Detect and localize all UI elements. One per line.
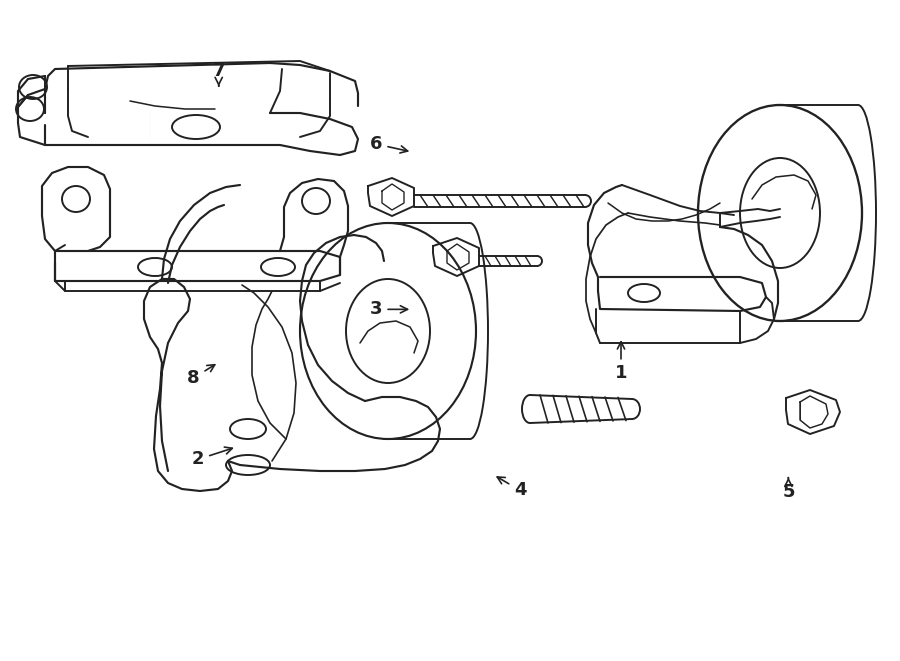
Text: 2: 2 bbox=[192, 447, 232, 469]
Text: 3: 3 bbox=[370, 300, 408, 319]
Text: 6: 6 bbox=[370, 135, 408, 153]
Text: 8: 8 bbox=[187, 365, 215, 387]
Text: 1: 1 bbox=[615, 342, 627, 383]
Text: 7: 7 bbox=[212, 62, 225, 86]
Text: 4: 4 bbox=[497, 477, 526, 500]
Text: 5: 5 bbox=[782, 478, 795, 502]
